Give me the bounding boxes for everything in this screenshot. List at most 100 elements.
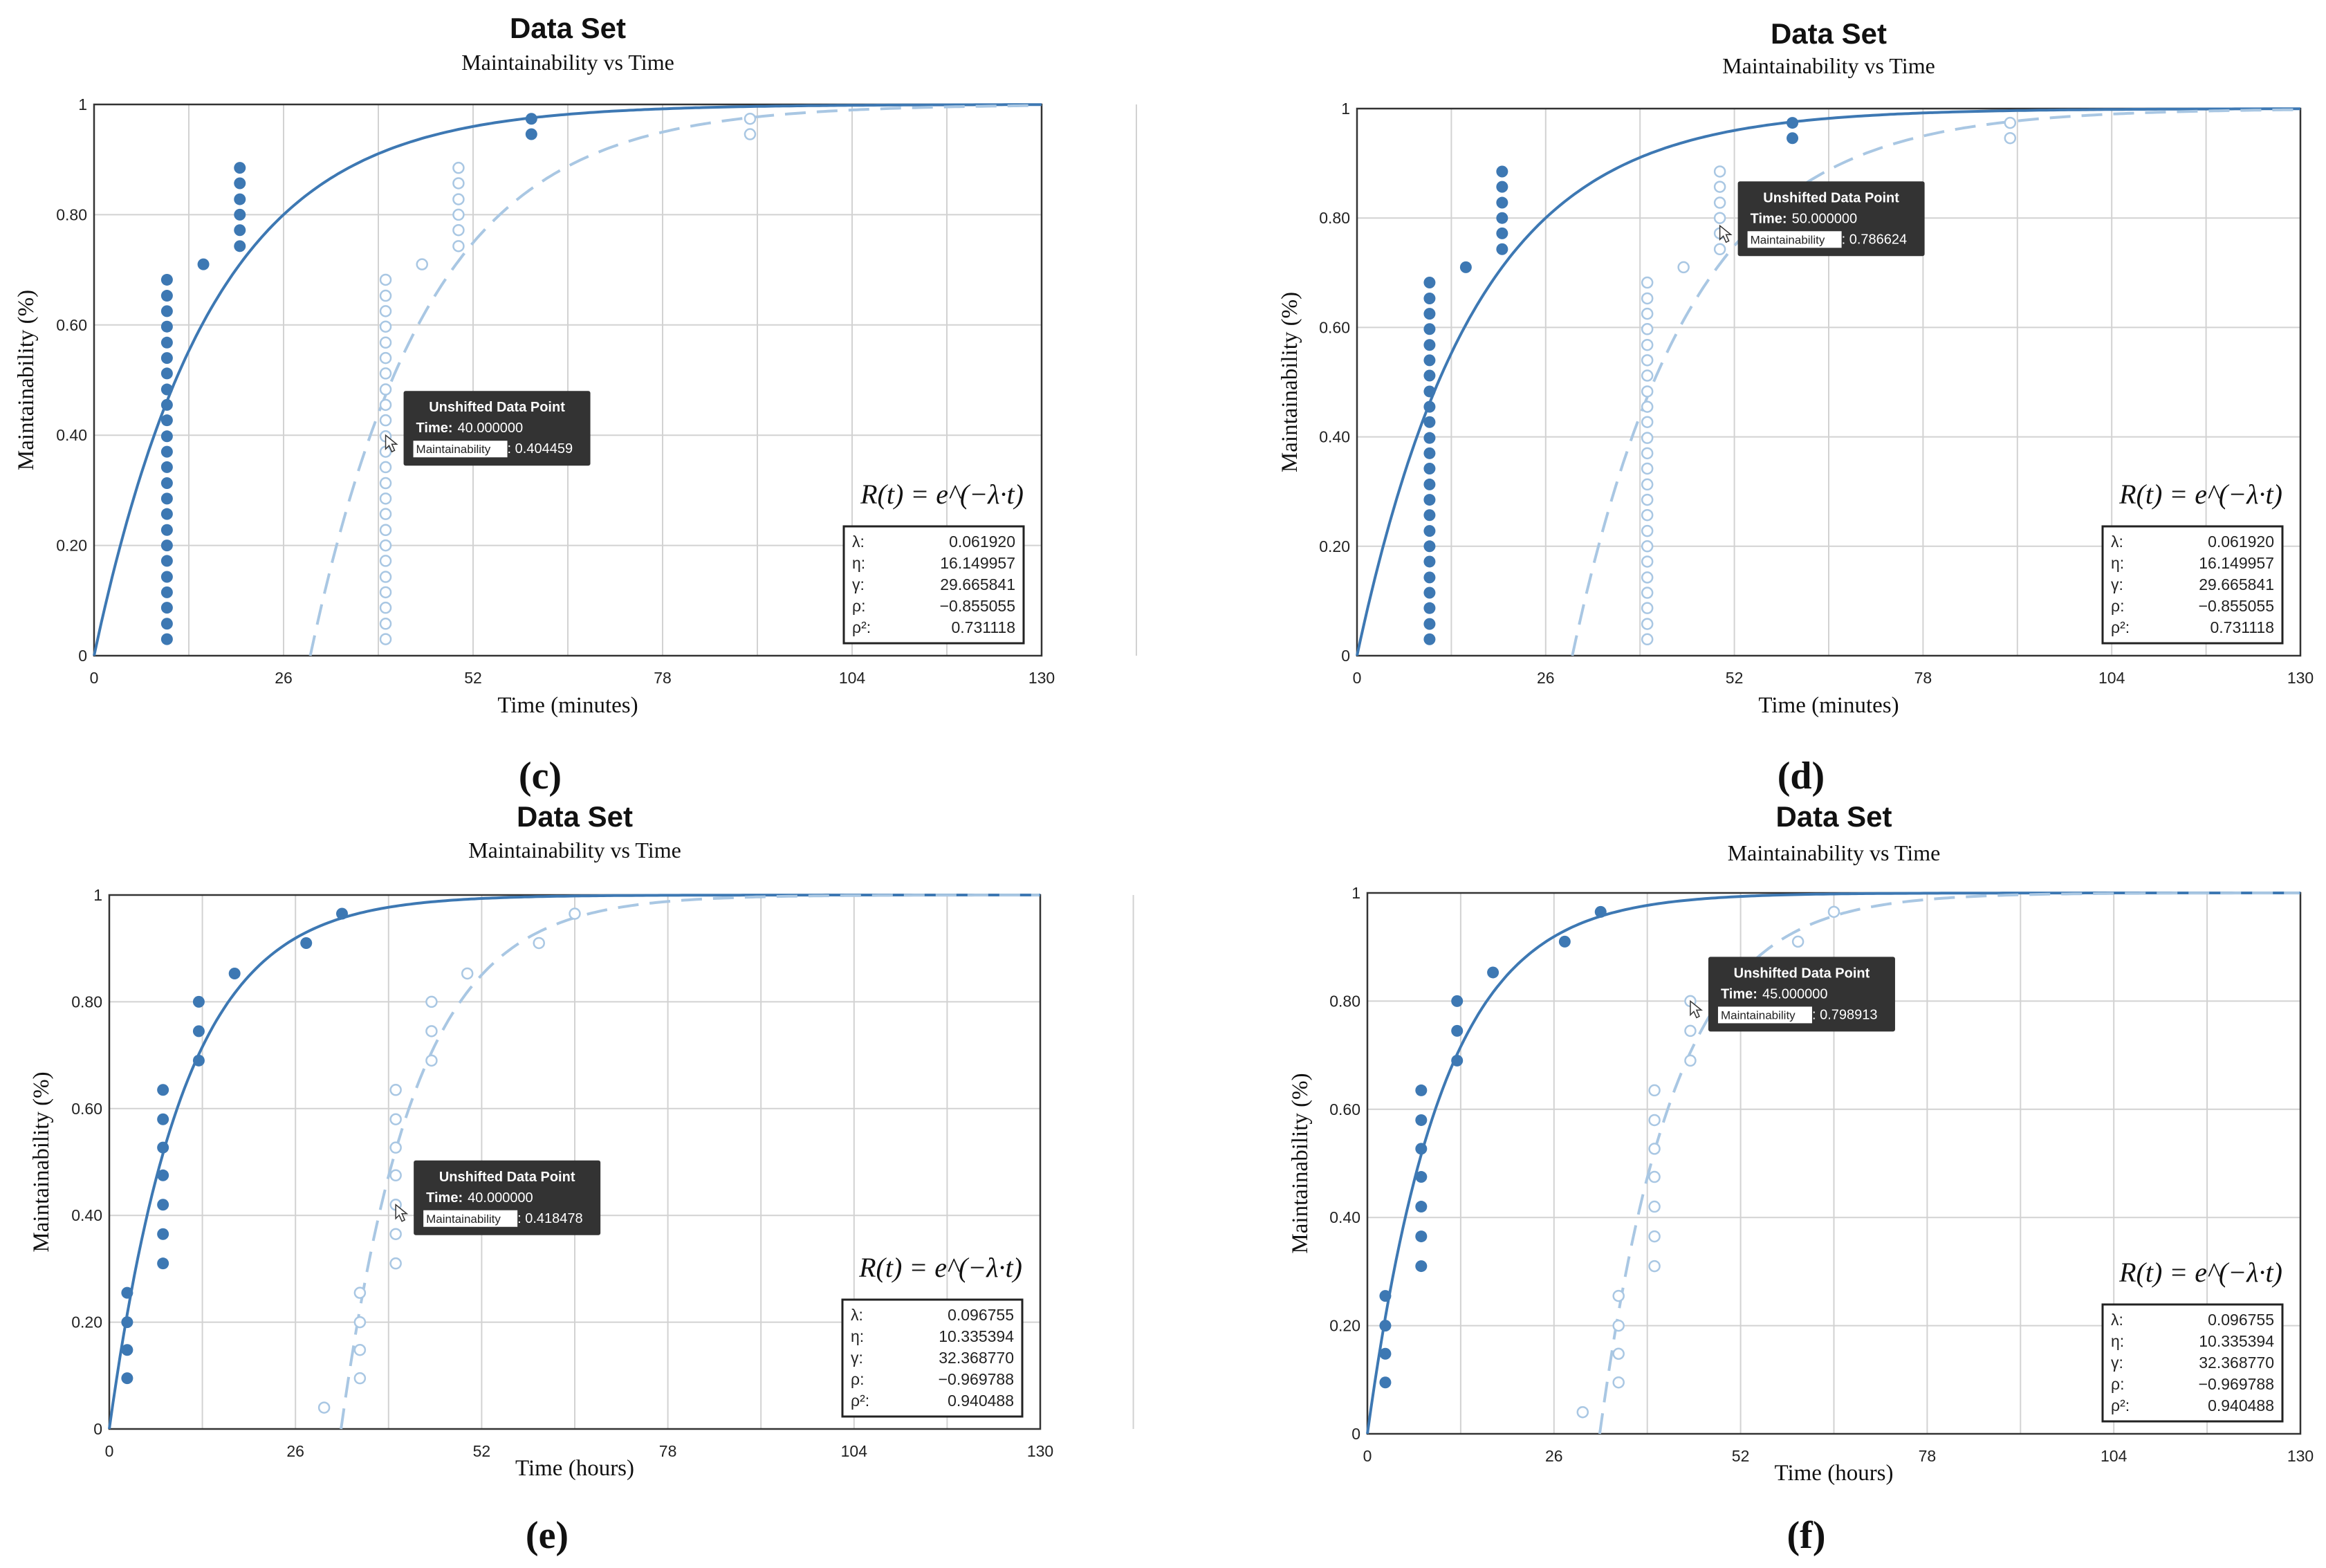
unshifted-data-point[interactable]	[389, 1169, 402, 1182]
data-point[interactable]	[160, 461, 173, 473]
data-point[interactable]	[1423, 509, 1436, 522]
data-point[interactable]	[160, 571, 173, 583]
unshifted-data-point[interactable]	[452, 208, 465, 221]
data-point[interactable]	[160, 586, 173, 598]
data-point[interactable]	[1423, 416, 1436, 428]
data-point[interactable]	[1423, 447, 1436, 459]
data-point[interactable]	[1415, 1143, 1428, 1155]
unshifted-data-point[interactable]	[353, 1343, 367, 1356]
data-point[interactable]	[160, 305, 173, 317]
unshifted-data-point[interactable]	[744, 112, 757, 125]
data-point[interactable]	[1423, 462, 1436, 474]
unshifted-data-point[interactable]	[1648, 1170, 1661, 1183]
data-point[interactable]	[234, 224, 246, 237]
data-point[interactable]	[1423, 292, 1436, 304]
data-point[interactable]	[1423, 602, 1436, 614]
unshifted-data-point[interactable]	[1641, 508, 1654, 522]
data-point[interactable]	[160, 430, 173, 443]
data-point[interactable]	[121, 1344, 133, 1356]
data-point[interactable]	[160, 336, 173, 349]
unshifted-data-point[interactable]	[1648, 1084, 1661, 1097]
unshifted-data-point[interactable]	[1648, 1143, 1661, 1155]
data-point[interactable]	[157, 1113, 169, 1125]
unshifted-data-point[interactable]	[1648, 1200, 1661, 1213]
data-point[interactable]	[525, 128, 537, 140]
unshifted-data-point[interactable]	[379, 336, 392, 349]
unshifted-data-point[interactable]	[1641, 338, 1654, 351]
unshifted-data-point[interactable]	[1641, 354, 1654, 367]
unshifted-data-point[interactable]	[452, 240, 465, 252]
unshifted-data-point[interactable]	[2004, 131, 2017, 145]
data-point[interactable]	[121, 1316, 133, 1329]
data-point[interactable]	[1496, 165, 1508, 178]
data-point[interactable]	[1594, 905, 1607, 918]
data-point[interactable]	[160, 367, 173, 380]
unshifted-data-point[interactable]	[1641, 432, 1654, 444]
data-point[interactable]	[160, 508, 173, 520]
data-point[interactable]	[1451, 1054, 1464, 1067]
data-point[interactable]	[1379, 1347, 1392, 1360]
data-point[interactable]	[160, 290, 173, 302]
unshifted-data-point[interactable]	[452, 177, 465, 190]
unshifted-data-point[interactable]	[1641, 571, 1654, 584]
data-point[interactable]	[160, 618, 173, 630]
data-point[interactable]	[1423, 354, 1436, 367]
data-point[interactable]	[121, 1286, 133, 1299]
unshifted-data-point[interactable]	[389, 1113, 402, 1125]
unshifted-data-point[interactable]	[533, 937, 545, 950]
unshifted-data-point[interactable]	[1641, 493, 1654, 506]
data-point[interactable]	[157, 1228, 169, 1240]
unshifted-data-point[interactable]	[379, 273, 392, 286]
data-point[interactable]	[1459, 261, 1472, 273]
data-point[interactable]	[160, 445, 173, 458]
data-point[interactable]	[160, 539, 173, 552]
unshifted-data-point[interactable]	[1641, 555, 1654, 568]
data-point[interactable]	[1496, 227, 1508, 239]
data-point[interactable]	[1423, 525, 1436, 537]
unshifted-data-point[interactable]	[452, 223, 465, 237]
data-point[interactable]	[1415, 1171, 1428, 1183]
unshifted-data-point[interactable]	[1648, 1114, 1661, 1127]
unshifted-data-point[interactable]	[1641, 292, 1654, 305]
unshifted-data-point[interactable]	[379, 601, 392, 614]
data-point[interactable]	[1423, 555, 1436, 568]
unshifted-data-point[interactable]	[353, 1372, 367, 1385]
data-point[interactable]	[157, 1141, 169, 1154]
data-point[interactable]	[300, 937, 313, 949]
data-point[interactable]	[1415, 1201, 1428, 1213]
unshifted-data-point[interactable]	[1648, 1260, 1661, 1273]
unshifted-data-point[interactable]	[1641, 587, 1654, 599]
unshifted-data-point[interactable]	[744, 128, 757, 140]
data-point[interactable]	[157, 1257, 169, 1270]
data-point[interactable]	[1415, 1084, 1428, 1096]
data-point[interactable]	[1423, 323, 1436, 335]
unshifted-data-point[interactable]	[425, 995, 438, 1008]
data-point[interactable]	[525, 113, 537, 125]
unshifted-data-point[interactable]	[452, 161, 465, 174]
unshifted-data-point[interactable]	[2004, 116, 2017, 129]
unshifted-data-point[interactable]	[1827, 905, 1840, 919]
data-point[interactable]	[1423, 540, 1436, 553]
unshifted-data-point[interactable]	[1612, 1376, 1625, 1389]
data-point[interactable]	[160, 414, 173, 427]
unshifted-data-point[interactable]	[461, 967, 474, 980]
data-point[interactable]	[234, 240, 246, 252]
data-point[interactable]	[336, 907, 348, 920]
data-point[interactable]	[192, 1054, 205, 1067]
unshifted-data-point[interactable]	[1641, 478, 1654, 491]
data-point[interactable]	[1423, 277, 1436, 289]
unshifted-data-point[interactable]	[379, 305, 392, 317]
data-point[interactable]	[121, 1372, 133, 1385]
unshifted-data-point[interactable]	[1713, 196, 1726, 209]
unshifted-data-point[interactable]	[1641, 385, 1654, 398]
unshifted-data-point[interactable]	[1641, 276, 1654, 289]
data-point[interactable]	[1423, 571, 1436, 584]
data-point[interactable]	[1496, 181, 1508, 193]
unshifted-data-point[interactable]	[353, 1286, 367, 1299]
data-point[interactable]	[1451, 1024, 1464, 1037]
data-point[interactable]	[228, 967, 241, 979]
data-point[interactable]	[197, 258, 210, 270]
unshifted-data-point[interactable]	[1641, 307, 1654, 320]
unshifted-data-point[interactable]	[379, 524, 392, 537]
data-point[interactable]	[1496, 196, 1508, 209]
